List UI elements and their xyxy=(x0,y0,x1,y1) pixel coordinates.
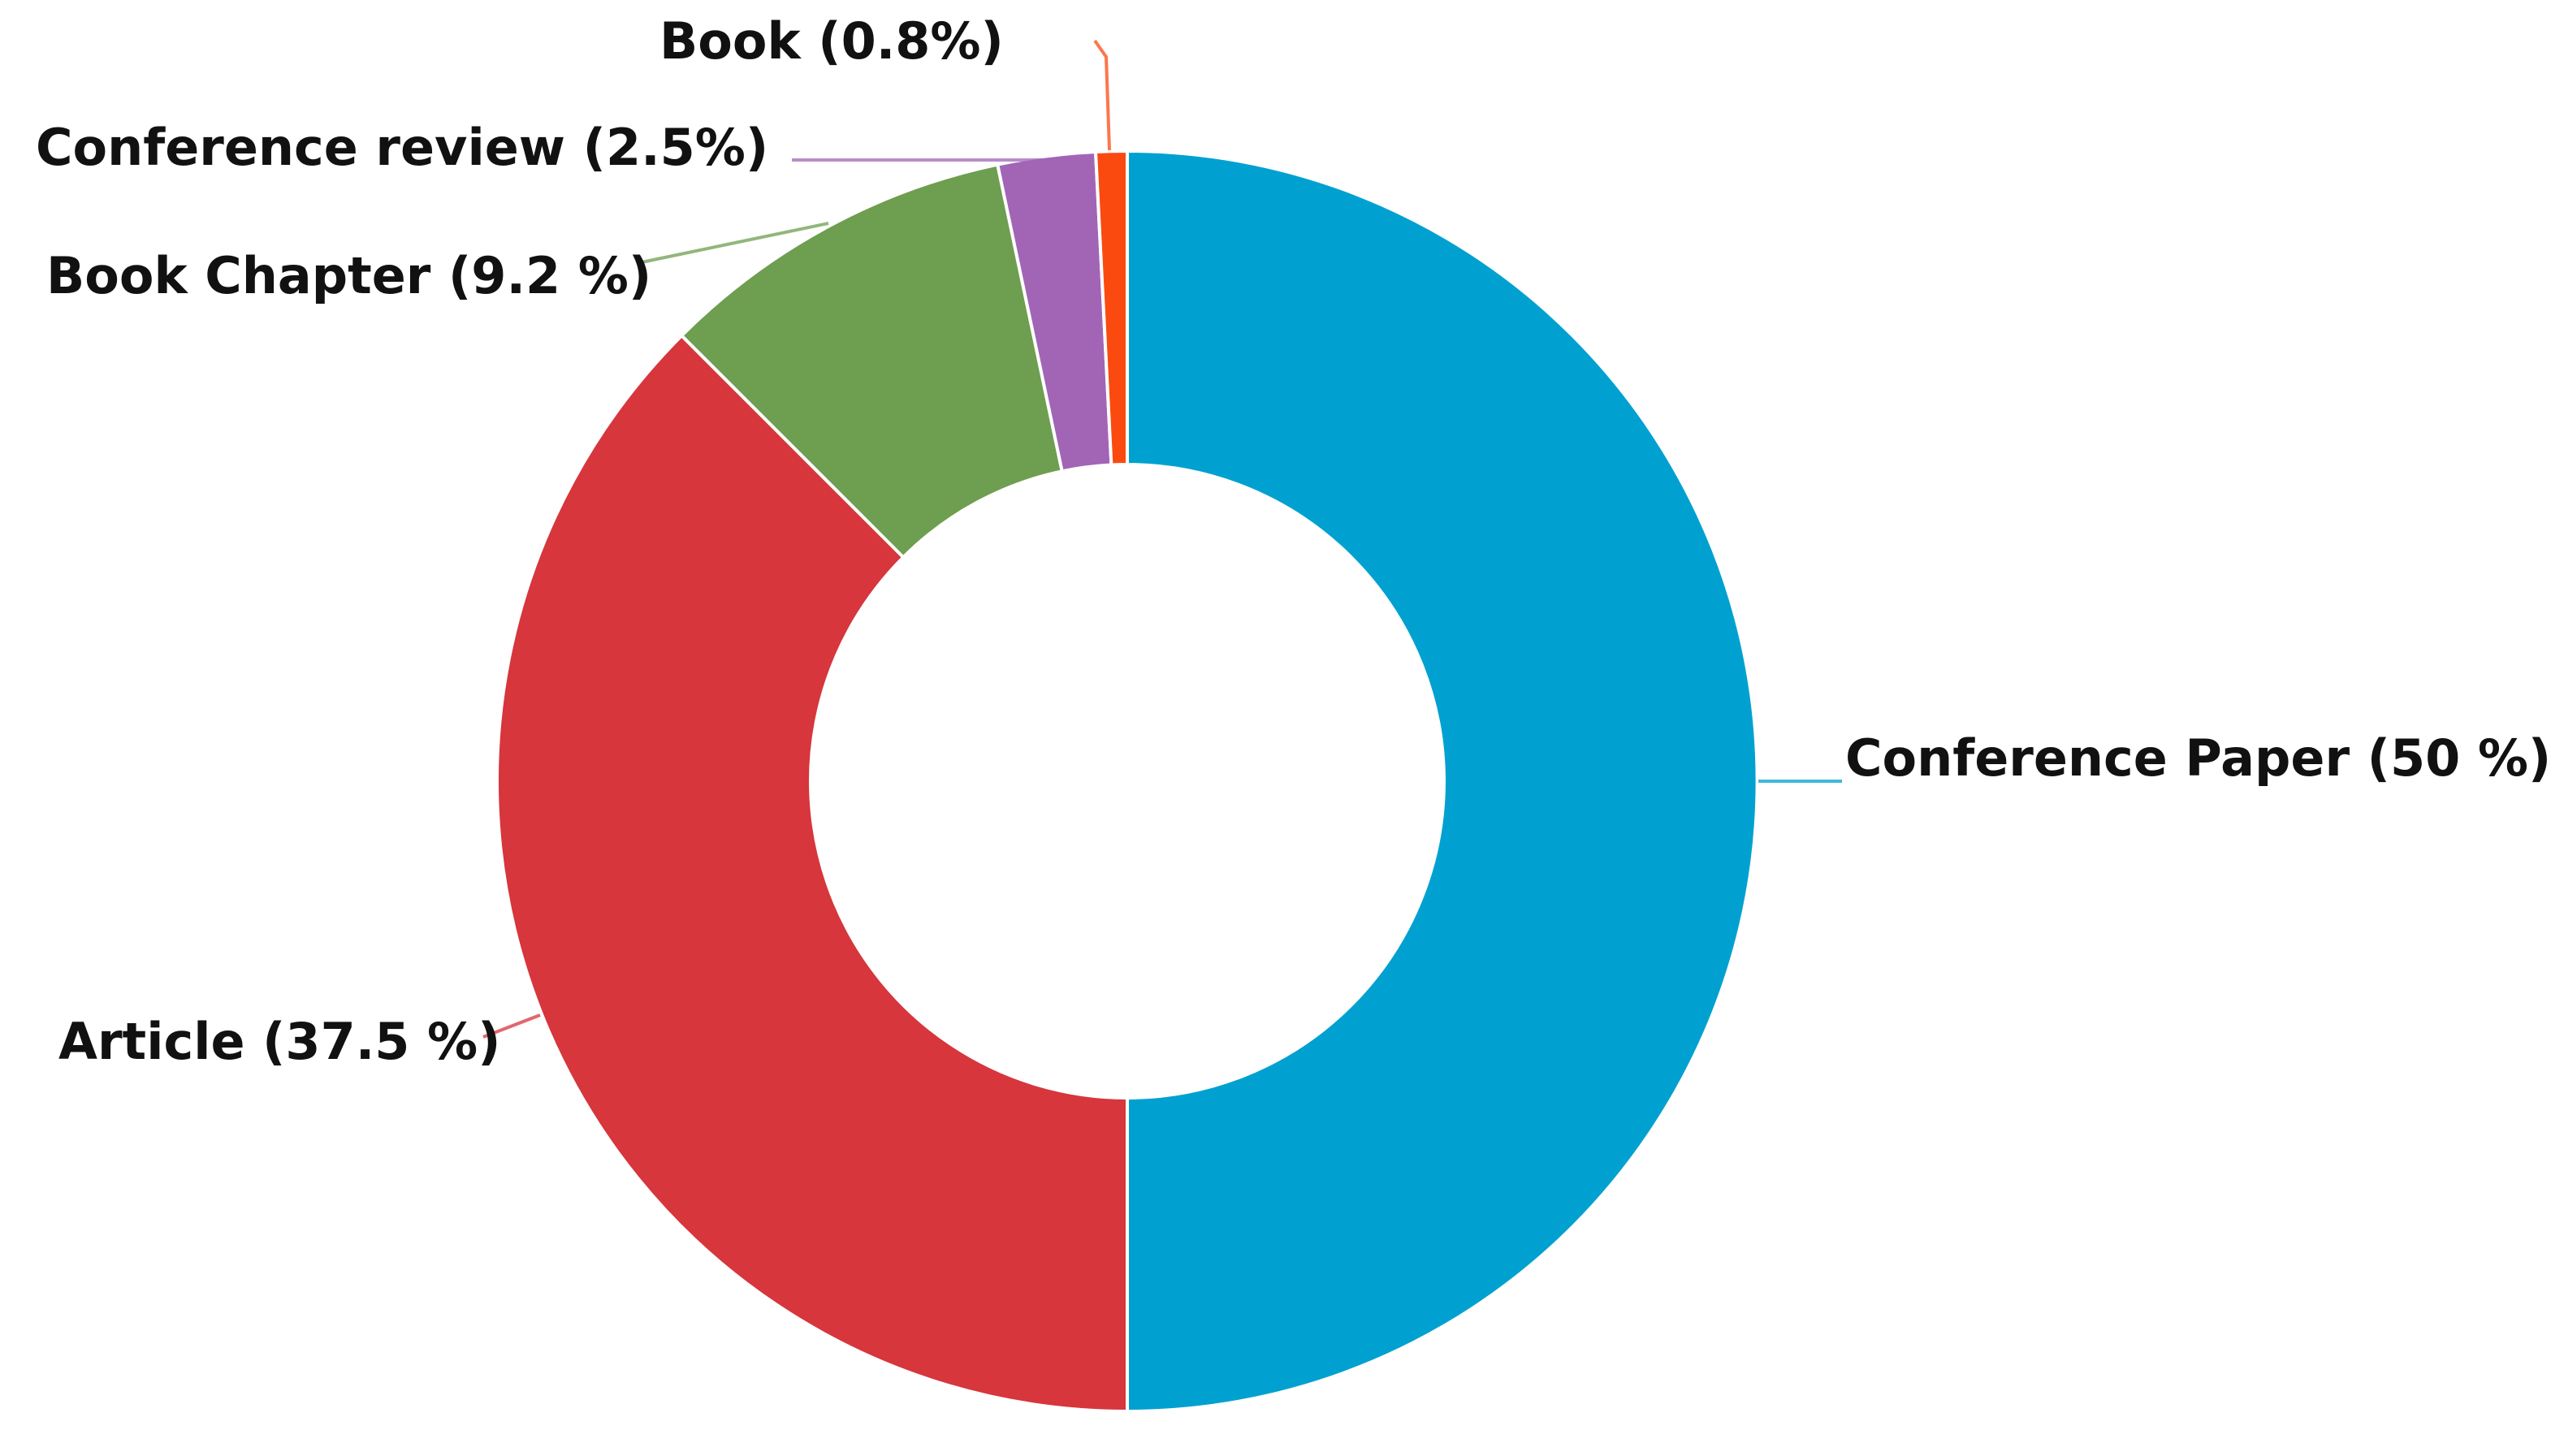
slice-conference-paper xyxy=(1126,149,1759,1414)
label-conference-review: Conference review (2.5%) xyxy=(36,118,768,177)
slice-book-chapter xyxy=(679,162,1065,560)
leader-lines-layer xyxy=(482,39,1842,1039)
label-conference-paper: Conference Paper (50 %) xyxy=(1845,728,2551,788)
slice-book xyxy=(1093,149,1129,467)
leader-line-book-chapter xyxy=(641,222,829,264)
slices-layer xyxy=(495,149,1759,1414)
label-book-chapter: Book Chapter (9.2 %) xyxy=(46,246,651,305)
leader-line-article xyxy=(482,1013,541,1039)
leader-line-book xyxy=(1093,39,1111,151)
label-article: Article (37.5 %) xyxy=(58,1012,500,1071)
label-book: Book (0.8%) xyxy=(659,11,1004,71)
labels-layer: Conference Paper (50 %) Article (37.5 %) B… xyxy=(36,11,2551,1071)
slice-article xyxy=(495,333,1129,1414)
